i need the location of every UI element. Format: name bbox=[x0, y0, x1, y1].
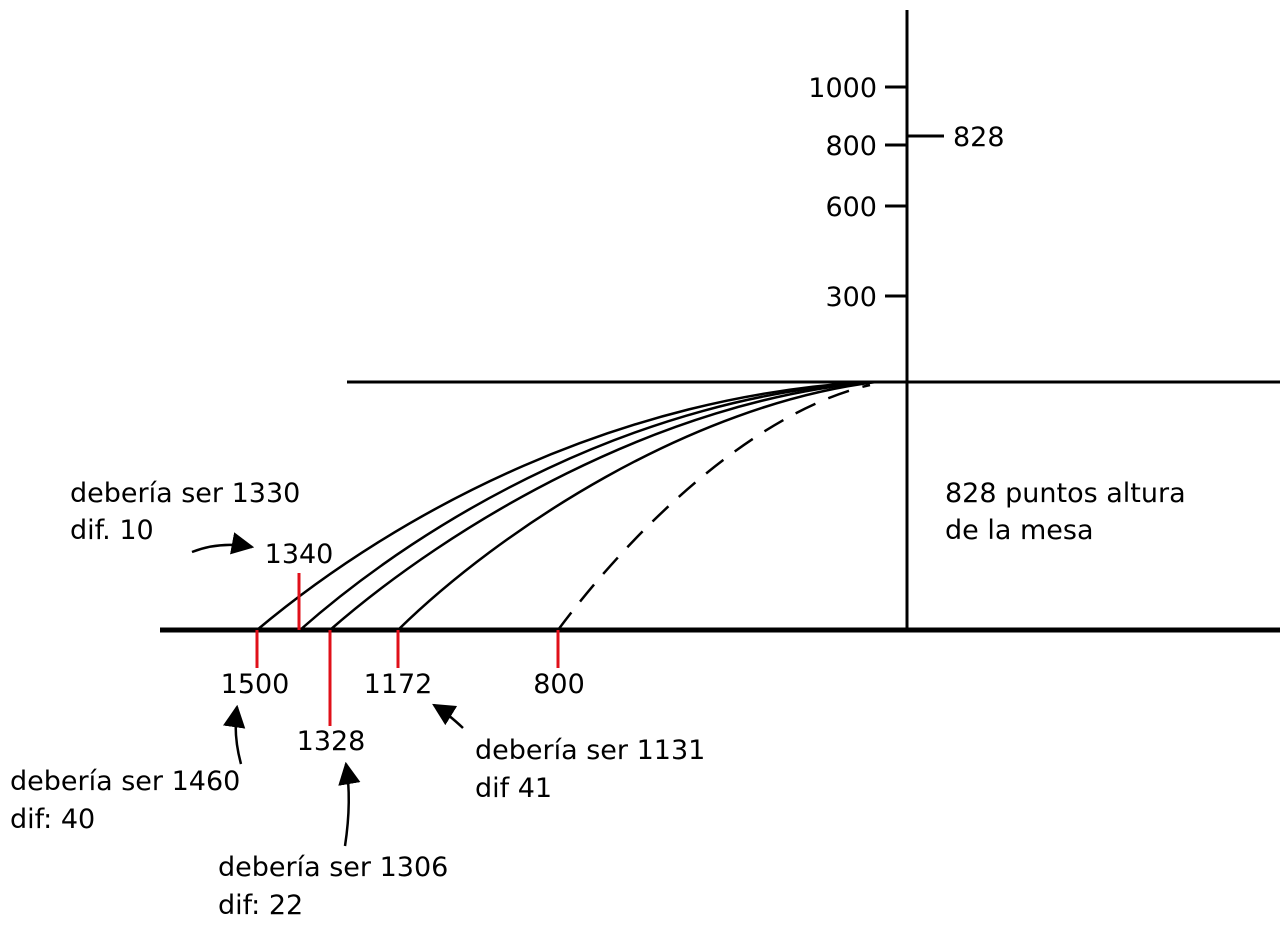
annotation-1330-line2: dif. 10 bbox=[70, 515, 154, 546]
annotation-1306-line2: dif: 22 bbox=[218, 890, 303, 921]
label-800: 800 bbox=[533, 669, 585, 700]
y-tick-label-600: 600 bbox=[825, 192, 877, 223]
annotation-1131-line1: debería ser 1131 bbox=[475, 735, 705, 766]
label-1500: 1500 bbox=[221, 669, 290, 700]
annotation-arrows bbox=[191, 532, 464, 847]
arrow-to-1500 bbox=[223, 704, 246, 765]
label-1172: 1172 bbox=[364, 669, 433, 700]
marker-828-label: 828 bbox=[953, 122, 1005, 153]
arrow-to-1172 bbox=[432, 703, 464, 729]
trajectory-1172 bbox=[397, 380, 877, 631]
table-note-line2: de la mesa bbox=[945, 515, 1094, 546]
annotation-1460-line2: dif: 40 bbox=[10, 804, 95, 835]
landing-marks bbox=[255, 573, 560, 726]
trajectories bbox=[256, 380, 877, 631]
trajectory-800-dashed bbox=[556, 383, 871, 631]
annotation-1131-line2: dif 41 bbox=[475, 773, 552, 804]
y-tick-label-800: 800 bbox=[825, 131, 877, 162]
annotation-1460-line1: debería ser 1460 bbox=[10, 766, 240, 797]
y-tick-label-300: 300 bbox=[825, 282, 877, 313]
annotation-1330-line1: debería ser 1330 bbox=[70, 478, 300, 509]
y-tick-label-1000: 1000 bbox=[808, 73, 877, 104]
table-note-line1: 828 puntos altura bbox=[945, 478, 1186, 509]
y-axis-ticks: 1000 800 600 300 bbox=[808, 73, 907, 313]
arrow-to-1328 bbox=[338, 761, 361, 847]
trajectory-1328 bbox=[329, 380, 875, 631]
trajectory-1340 bbox=[299, 380, 873, 631]
label-1340: 1340 bbox=[265, 539, 334, 570]
label-1328: 1328 bbox=[297, 726, 366, 757]
annotation-1306-line1: debería ser 1306 bbox=[218, 852, 448, 883]
arrow-to-1340 bbox=[191, 532, 255, 555]
trajectory-1500 bbox=[256, 380, 871, 631]
